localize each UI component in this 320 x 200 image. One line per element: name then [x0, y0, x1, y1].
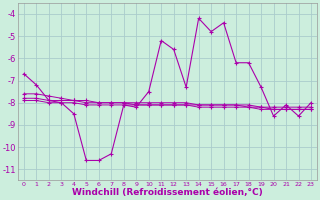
X-axis label: Windchill (Refroidissement éolien,°C): Windchill (Refroidissement éolien,°C) — [72, 188, 263, 197]
